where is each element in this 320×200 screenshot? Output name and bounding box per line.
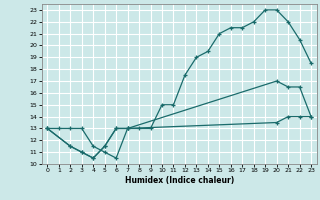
- X-axis label: Humidex (Indice chaleur): Humidex (Indice chaleur): [124, 176, 234, 185]
